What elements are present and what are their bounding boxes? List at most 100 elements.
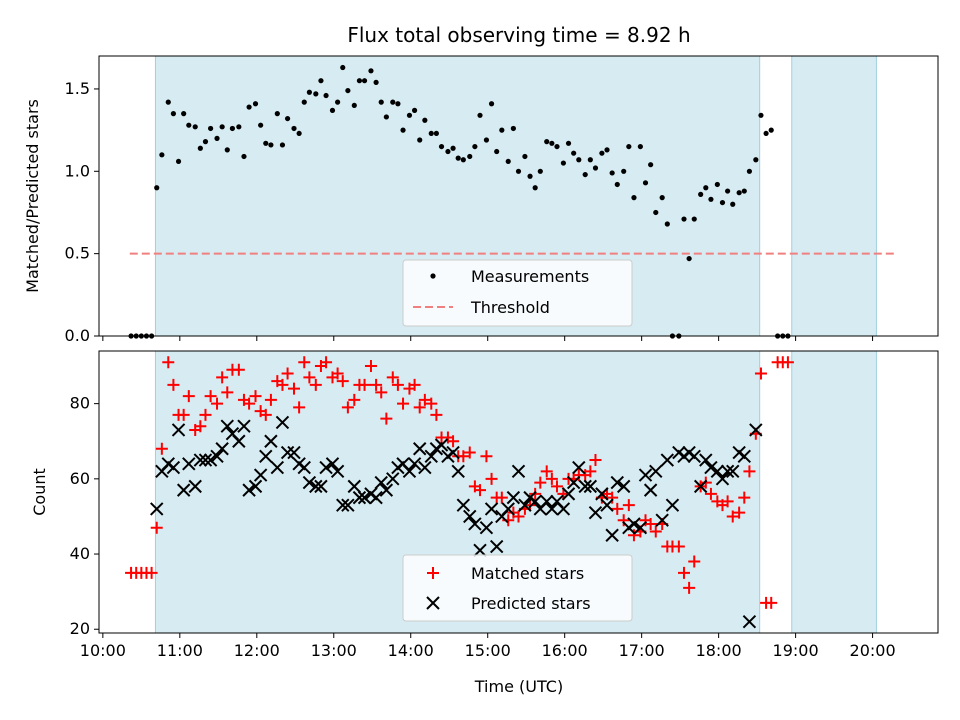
measurement-point — [631, 195, 637, 201]
predicted-star-point — [270, 460, 285, 475]
predicted-star-point — [649, 464, 663, 479]
measurement-point — [467, 153, 473, 160]
measurement-point — [181, 111, 187, 117]
measurement-points — [128, 64, 791, 339]
predicted-star-point — [232, 434, 246, 448]
predicted-star-point — [413, 442, 427, 456]
measurement-point — [246, 104, 252, 110]
y-axis-label-bottom: Count — [30, 468, 49, 516]
measurement-point — [291, 125, 297, 132]
measurement-point — [637, 143, 643, 150]
measurement-point — [499, 127, 505, 133]
y-tick-label: 0.5 — [65, 244, 90, 263]
predicted-star-point — [655, 513, 669, 527]
x-ticks-bottom: 10:00 11:00 12:00 13:00 14:00 15:00 16:00 17:00… — [80, 633, 896, 660]
matched-star-point — [447, 435, 460, 448]
measurement-point — [318, 78, 324, 84]
predicted-star-point — [687, 449, 701, 463]
matched-star-point — [721, 495, 734, 508]
matched-star-point — [380, 412, 393, 425]
predicted-star-point — [386, 472, 400, 486]
measurement-point — [263, 140, 269, 146]
predicted-star-point — [248, 479, 263, 494]
predicted-star-point — [715, 472, 730, 486]
matched-star-point — [611, 502, 624, 515]
axes-frame-top — [98, 55, 939, 337]
predicted-star-point — [379, 483, 394, 497]
measurement-point — [351, 102, 357, 109]
matched-star-point — [216, 371, 229, 384]
measurement-point — [268, 142, 274, 148]
measurement-point — [510, 125, 516, 132]
predicted-star-point — [357, 490, 372, 505]
predicted-star-point — [203, 453, 218, 467]
measurement-point — [582, 171, 588, 178]
measurement-point — [621, 168, 627, 174]
matched-star-point — [397, 397, 410, 410]
predicted-star-point — [171, 423, 186, 437]
x-tick-label: 12:00 — [234, 641, 280, 660]
legend-box-bottom — [402, 554, 633, 622]
legend-bottom: Matched stars Predicted stars — [402, 554, 633, 622]
matched-star-point — [457, 450, 470, 463]
measurement-point — [224, 147, 230, 153]
matched-star-point — [474, 484, 487, 497]
legend-label-measurements: Measurements — [471, 267, 589, 286]
predicted-star-point — [693, 479, 708, 494]
matched-star-point — [463, 446, 476, 459]
predicted-star-point — [188, 479, 202, 494]
measurement-point — [159, 152, 165, 158]
matched-star-point — [341, 401, 354, 414]
measurement-point — [170, 111, 177, 117]
measurement-point — [681, 216, 687, 222]
matched-star-point — [550, 480, 563, 493]
measurement-point — [428, 130, 434, 137]
predicted-star-point — [583, 479, 598, 494]
predicted-star-point — [264, 434, 278, 448]
y-tick-label: 20 — [70, 619, 90, 638]
predicted-star-point — [424, 449, 438, 463]
predicted-star-point — [710, 464, 725, 479]
shaded-band-2 — [791, 350, 877, 634]
predicted-star-point — [501, 502, 515, 516]
predicted-star-point — [699, 453, 713, 467]
predicted-star-point — [489, 539, 504, 554]
measurement-point — [197, 145, 203, 151]
y-tick-label: 1.0 — [65, 161, 90, 180]
predicted-star-point — [309, 479, 323, 494]
matched-star-point — [754, 367, 767, 380]
measurement-point — [301, 99, 307, 105]
predicted-star-point — [726, 464, 740, 479]
measurement-point — [390, 99, 396, 105]
predicted-star-point — [210, 449, 224, 463]
matched-star-point — [348, 393, 361, 406]
predicted-star-point — [287, 445, 301, 460]
matched-star-point — [162, 356, 175, 369]
measurement-point — [395, 101, 401, 107]
measurement-point — [522, 153, 528, 160]
matched-star-point — [243, 397, 256, 410]
legend-label-matched: Matched stars — [471, 564, 584, 583]
y-ticks-bottom: 20 40 60 80 — [70, 394, 99, 638]
measurement-point — [604, 147, 610, 153]
predicted-star-point — [484, 502, 499, 516]
predicted-star-point — [451, 464, 465, 479]
predicted-star-point — [638, 468, 653, 482]
predicted-star-point — [545, 502, 559, 516]
matched-star-point — [622, 499, 635, 512]
matched-star-point — [264, 393, 277, 406]
predicted-star-point — [468, 517, 482, 531]
measurement-point — [236, 124, 242, 130]
predicted-star-point — [341, 498, 355, 512]
measurement-point — [505, 158, 511, 165]
measurement-point — [154, 185, 160, 191]
measurement-point — [691, 216, 697, 222]
predicted-star-point — [616, 479, 631, 494]
measurement-point — [433, 130, 439, 137]
measurement-point — [648, 162, 654, 168]
measurement-point — [494, 148, 500, 155]
measurement-point — [378, 99, 384, 105]
matched-star-point — [177, 408, 190, 421]
matched-star-point — [194, 420, 207, 433]
predicted-star-point — [446, 445, 460, 460]
